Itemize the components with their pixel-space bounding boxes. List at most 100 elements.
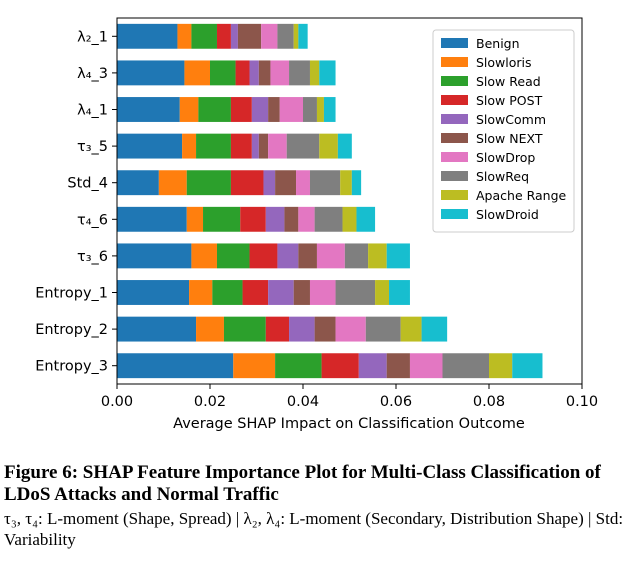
bar-segment: [216, 243, 250, 269]
bar-segment: [258, 133, 269, 159]
bar-segment: [251, 97, 269, 122]
bar-segment: [293, 280, 310, 305]
bar-segment: [335, 280, 376, 305]
bar-segment: [335, 316, 366, 342]
x-axis-label: Average SHAP Impact on Classification Ou…: [173, 416, 525, 432]
bar-segment: [117, 60, 185, 86]
bar-segment: [389, 280, 410, 305]
bar-segment: [196, 316, 224, 342]
bar-segment: [230, 133, 252, 159]
plot-frame: [116, 17, 583, 385]
bar-segment: [117, 243, 192, 269]
bar-segment: [316, 97, 324, 122]
bar-segment: [293, 23, 299, 49]
bar-segment: [386, 353, 410, 379]
bar-segment: [489, 353, 513, 379]
bar-segment: [351, 170, 362, 196]
bars-layer: [117, 23, 543, 379]
bar-segment: [358, 353, 387, 379]
bar-segment: [233, 353, 276, 379]
legend-swatch: [441, 76, 468, 86]
bar-segment: [284, 206, 299, 232]
bar-segment: [303, 97, 317, 122]
bar-segment: [212, 280, 243, 305]
legend-label: SlowDrop: [476, 150, 535, 165]
bar-segment: [196, 133, 231, 159]
y-tick-label: λ₂_1: [77, 29, 108, 45]
bar-segment: [251, 133, 259, 159]
bar-segment: [270, 60, 290, 86]
bar-segment: [186, 206, 204, 232]
bar-segment: [117, 97, 180, 122]
bar-segment: [230, 170, 264, 196]
x-tick-label: 0.08: [473, 394, 505, 410]
bar-segment: [442, 353, 489, 379]
bar-segment: [184, 60, 210, 86]
bar-segment: [286, 133, 320, 159]
bar-segment: [321, 353, 359, 379]
bar-segment: [298, 206, 315, 232]
bar-segment: [265, 206, 285, 232]
bar-segment: [189, 280, 213, 305]
bar-segment: [258, 60, 271, 86]
bar-segment: [237, 23, 262, 49]
caption-note: τ₃, τ₄: L-moment (Shape, Spread) | λ₂, λ…: [4, 509, 624, 549]
legend-swatch: [441, 38, 468, 48]
bar-segment: [275, 353, 322, 379]
bar-segment: [117, 133, 183, 159]
bar-segment: [158, 170, 187, 196]
bar-segment: [230, 23, 238, 49]
y-tick-label: τ₃_5: [77, 139, 108, 155]
bar-segment: [375, 280, 390, 305]
y-tick-label: λ₄_3: [77, 66, 108, 82]
bar-segment: [344, 243, 369, 269]
bar-segment: [265, 316, 290, 342]
bar-segment: [368, 243, 387, 269]
bar-segment: [512, 353, 543, 379]
bar-segment: [309, 170, 341, 196]
y-tick-label: Entropy_3: [35, 359, 108, 375]
bar-segment: [223, 316, 266, 342]
bar-segment: [117, 206, 187, 232]
bar-segment: [298, 243, 317, 269]
x-tick-label: 0.02: [194, 394, 226, 410]
bar-segment: [340, 170, 352, 196]
legend-swatch: [441, 95, 468, 105]
bar-segment: [191, 243, 217, 269]
bar-segment: [216, 23, 231, 49]
caption-title: Figure 6: SHAP Feature Importance Plot f…: [4, 462, 601, 505]
bar-segment: [242, 280, 269, 305]
bar-segment: [179, 97, 199, 122]
legend-label: Slowloris: [476, 55, 532, 70]
bar-segment: [314, 206, 343, 232]
legend-label: SlowDroid: [476, 207, 539, 222]
legend-label: SlowComm: [476, 112, 546, 127]
legend-swatch: [441, 171, 468, 181]
bar-segment: [249, 243, 278, 269]
legend-swatch: [441, 190, 468, 200]
x-tick-label: 0.06: [380, 394, 412, 410]
legend-box: [432, 29, 575, 233]
bar-segment: [277, 23, 294, 49]
x-tick-label: 0.00: [101, 394, 133, 410]
y-tick-label: Std_4: [67, 176, 108, 192]
bar-segment: [240, 206, 266, 232]
bar-segment: [337, 133, 352, 159]
bar-segment: [182, 133, 197, 159]
bar-segment: [277, 243, 299, 269]
x-tick-label: 0.10: [566, 394, 598, 410]
bar-segment: [309, 60, 320, 86]
bar-segment: [289, 316, 315, 342]
bar-segment: [275, 170, 297, 196]
bar-segment: [323, 97, 336, 122]
bar-segment: [117, 316, 197, 342]
legend-label: SlowReq: [476, 169, 529, 184]
bar-segment: [198, 97, 231, 122]
bar-segment: [421, 316, 448, 342]
x-tick-label: 0.04: [287, 394, 319, 410]
bar-segment: [409, 353, 443, 379]
bar-segment: [186, 170, 231, 196]
shap-stacked-bar-chart: λ₂_1 λ₄_3 λ₄_1 τ₃_5 Std_4 τ₄_6 τ₃_6 Entropy_1 En…: [35, 17, 598, 432]
bar-segment: [356, 206, 376, 232]
bar-segment: [230, 97, 252, 122]
